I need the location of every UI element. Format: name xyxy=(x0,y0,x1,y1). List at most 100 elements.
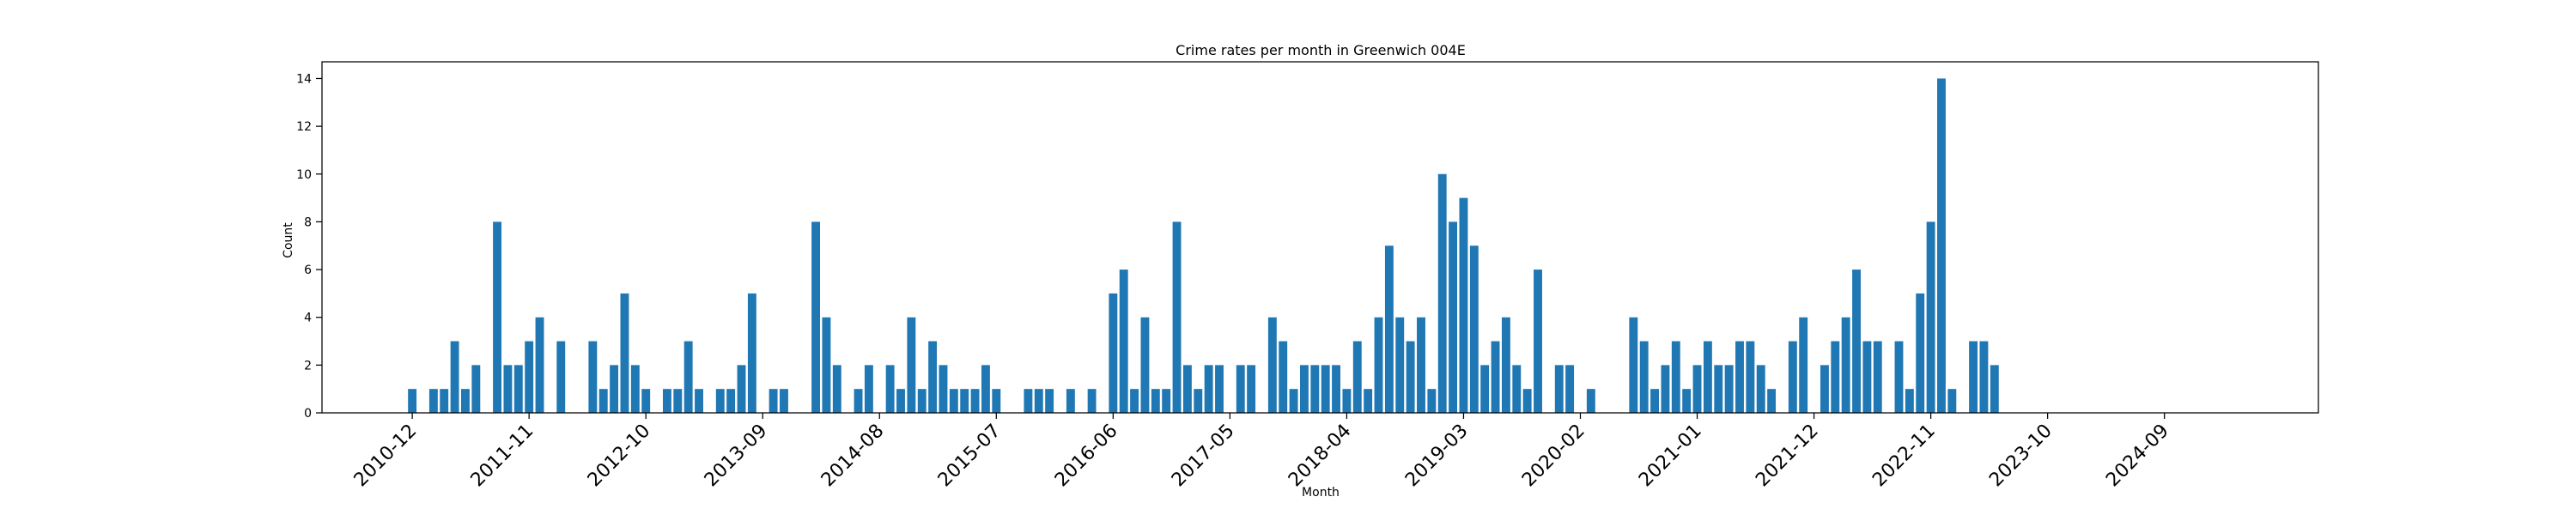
bar-64 xyxy=(1087,389,1097,413)
bar-102 xyxy=(1491,341,1500,413)
bar-32 xyxy=(747,293,756,413)
bar-9 xyxy=(503,365,513,413)
bar-95 xyxy=(1417,317,1425,413)
bar-148 xyxy=(1979,341,1989,413)
bar-29 xyxy=(715,389,725,413)
bar-2 xyxy=(428,389,438,413)
bar-142 xyxy=(1916,293,1925,413)
bar-111 xyxy=(1586,389,1595,413)
bar-101 xyxy=(1480,365,1490,413)
bar-85 xyxy=(1310,365,1320,413)
bar-14 xyxy=(556,341,566,413)
bar-105 xyxy=(1522,389,1532,413)
bar-49 xyxy=(928,341,938,413)
bar-126 xyxy=(1746,341,1755,413)
bar-22 xyxy=(641,389,651,413)
bar-0 xyxy=(408,389,417,413)
bars-group xyxy=(408,78,1999,413)
y-tick-label-3: 6 xyxy=(304,264,312,277)
bar-68 xyxy=(1130,389,1139,413)
x-tick-label-15: 2024-09 xyxy=(2102,421,2173,492)
bar-12 xyxy=(535,317,544,413)
bar-50 xyxy=(939,365,948,413)
x-axis: 2010-12 2011-11 2012-10 2013-09 2014-08 2015-… xyxy=(350,413,2173,491)
bar-131 xyxy=(1799,317,1808,413)
bar-11 xyxy=(525,341,534,413)
bar-128 xyxy=(1767,389,1777,413)
y-tick-label-1: 2 xyxy=(304,359,312,373)
bar-21 xyxy=(630,365,640,413)
bar-74 xyxy=(1194,389,1203,413)
y-tick-label-0: 0 xyxy=(304,407,312,421)
x-tick-label-7: 2017-05 xyxy=(1168,421,1239,492)
bar-53 xyxy=(970,389,980,413)
bar-94 xyxy=(1406,341,1415,413)
bar-145 xyxy=(1947,389,1957,413)
bar-3 xyxy=(440,389,449,413)
bar-43 xyxy=(864,365,873,413)
bar-51 xyxy=(949,389,958,413)
bar-35 xyxy=(780,389,788,413)
bar-125 xyxy=(1735,341,1744,413)
x-tick-label-9: 2019-03 xyxy=(1401,421,1473,492)
bar-90 xyxy=(1364,389,1373,413)
bar-8 xyxy=(493,221,501,413)
bar-34 xyxy=(769,389,778,413)
bar-149 xyxy=(1990,365,1999,413)
bar-19 xyxy=(610,365,619,413)
bar-38 xyxy=(811,221,821,413)
bar-79 xyxy=(1247,365,1256,413)
bar-124 xyxy=(1724,365,1734,413)
bar-59 xyxy=(1034,389,1043,413)
bar-67 xyxy=(1119,270,1128,413)
x-tick-label-14: 2023-10 xyxy=(1985,421,2057,492)
bar-147 xyxy=(1969,341,1978,413)
bar-127 xyxy=(1756,365,1765,413)
bar-135 xyxy=(1841,317,1850,413)
bar-86 xyxy=(1321,365,1330,413)
x-tick-label-4: 2014-08 xyxy=(817,421,889,492)
bar-121 xyxy=(1692,365,1702,413)
chart-title: Crime rates per month in Greenwich 004E xyxy=(1176,42,1466,58)
bar-54 xyxy=(981,365,990,413)
bar-62 xyxy=(1066,389,1075,413)
bar-47 xyxy=(907,317,916,413)
bar-117 xyxy=(1650,389,1659,413)
bar-18 xyxy=(598,389,608,413)
bar-130 xyxy=(1788,341,1797,413)
bar-69 xyxy=(1140,317,1150,413)
bar-122 xyxy=(1703,341,1712,413)
bar-66 xyxy=(1109,293,1118,413)
bar-136 xyxy=(1852,270,1861,413)
bar-81 xyxy=(1267,317,1277,413)
bar-98 xyxy=(1449,221,1458,413)
bar-96 xyxy=(1427,389,1437,413)
x-tick-label-3: 2013-09 xyxy=(701,421,772,492)
x-tick-label-2: 2012-10 xyxy=(584,421,655,492)
bar-143 xyxy=(1926,221,1935,413)
bar-4 xyxy=(450,341,459,413)
x-tick-label-10: 2020-02 xyxy=(1518,421,1589,492)
x-tick-label-5: 2015-07 xyxy=(934,421,1005,492)
bar-140 xyxy=(1894,341,1904,413)
x-tick-label-8: 2018-04 xyxy=(1285,421,1356,492)
bar-25 xyxy=(673,389,683,413)
bar-42 xyxy=(854,389,863,413)
bar-100 xyxy=(1469,245,1479,413)
bar-144 xyxy=(1937,78,1946,413)
bar-40 xyxy=(832,365,841,413)
y-axis-label: Count xyxy=(282,222,295,258)
bar-70 xyxy=(1151,389,1160,413)
bar-75 xyxy=(1204,365,1213,413)
bar-137 xyxy=(1862,341,1872,413)
bar-123 xyxy=(1714,365,1723,413)
bar-97 xyxy=(1437,173,1447,413)
bar-27 xyxy=(695,389,703,413)
bar-138 xyxy=(1873,341,1882,413)
bar-58 xyxy=(1024,389,1033,413)
bar-55 xyxy=(992,389,1001,413)
bar-134 xyxy=(1831,341,1840,413)
bar-76 xyxy=(1215,365,1224,413)
